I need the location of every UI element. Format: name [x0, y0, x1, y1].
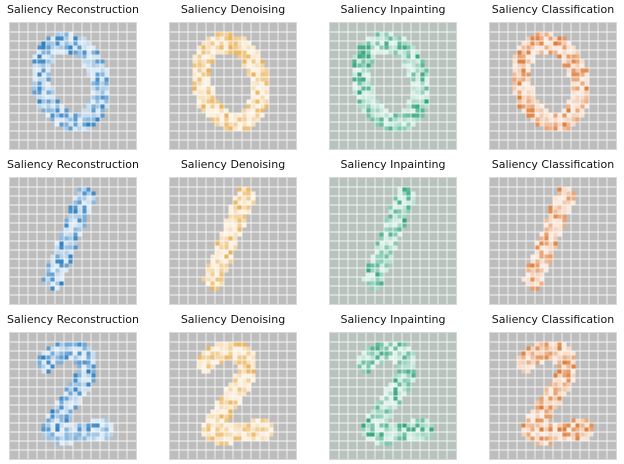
saliency-map-image [329, 177, 457, 305]
saliency-pixels [357, 341, 434, 446]
saliency-map-svg [170, 178, 296, 304]
saliency-pixels [521, 186, 576, 291]
saliency-map-image [489, 22, 617, 150]
saliency-map-svg [490, 333, 616, 459]
saliency-map-svg [330, 23, 456, 149]
panel-title: Saliency Reconstruction [7, 158, 139, 171]
panel-title: Saliency Classification [491, 3, 615, 16]
saliency-pixels [517, 341, 594, 446]
saliency-map-svg [10, 23, 136, 149]
panel-title: Saliency Classification [491, 313, 615, 326]
saliency-map-image [489, 332, 617, 460]
panel-two-classification: Saliency Classification [489, 312, 617, 460]
grid-lines [330, 333, 456, 459]
saliency-map-svg [490, 23, 616, 149]
saliency-map-image [169, 177, 297, 305]
saliency-map-image [169, 332, 297, 460]
panel-zero-classification: Saliency Classification [489, 2, 617, 150]
saliency-pixels [192, 31, 270, 132]
panel-one-reconstruction: Saliency Reconstruction [7, 157, 139, 305]
panel-two-denoising: Saliency Denoising [169, 312, 297, 460]
panel-title: Saliency Denoising [180, 158, 286, 171]
grid-lines [330, 178, 456, 304]
panel-one-classification: Saliency Classification [489, 157, 617, 305]
saliency-pixels [352, 31, 430, 132]
panel-zero-inpainting: Saliency Inpainting [329, 2, 457, 150]
grid-lines [170, 333, 296, 459]
panel-title: Saliency Reconstruction [7, 3, 139, 16]
panel-zero-denoising: Saliency Denoising [169, 2, 297, 150]
grid-lines [170, 178, 296, 304]
saliency-map-svg [10, 178, 136, 304]
saliency-map-image [329, 332, 457, 460]
grid-lines [10, 178, 136, 304]
saliency-pixels [201, 186, 256, 291]
grid-lines [330, 23, 456, 149]
saliency-map-image [169, 22, 297, 150]
saliency-map-image [9, 177, 137, 305]
panel-one-denoising: Saliency Denoising [169, 157, 297, 305]
saliency-pixels [41, 186, 96, 291]
panel-two-inpainting: Saliency Inpainting [329, 312, 457, 460]
panel-one-inpainting: Saliency Inpainting [329, 157, 457, 305]
saliency-map-svg [170, 23, 296, 149]
saliency-map-image [9, 22, 137, 150]
saliency-pixels [197, 341, 274, 446]
saliency-map-svg [330, 333, 456, 459]
panel-title: Saliency Inpainting [340, 313, 446, 326]
saliency-map-image [9, 332, 137, 460]
grid-lines [170, 23, 296, 149]
saliency-map-image [489, 177, 617, 305]
saliency-map-svg [490, 178, 616, 304]
grid-lines [10, 333, 136, 459]
grid-lines [490, 23, 616, 149]
panel-title: Saliency Reconstruction [7, 313, 139, 326]
grid-lines [490, 178, 616, 304]
panel-title: Saliency Denoising [180, 313, 286, 326]
saliency-pixels [361, 186, 416, 291]
saliency-pixels [512, 31, 590, 132]
panel-title: Saliency Classification [491, 158, 615, 171]
grid-lines [490, 333, 616, 459]
panel-zero-reconstruction: Saliency Reconstruction [7, 2, 139, 150]
panel-two-reconstruction: Saliency Reconstruction [7, 312, 139, 460]
panel-title: Saliency Denoising [180, 3, 286, 16]
saliency-map-image [329, 22, 457, 150]
grid-lines [10, 23, 136, 149]
saliency-map-svg [170, 333, 296, 459]
saliency-map-svg [330, 178, 456, 304]
panel-title: Saliency Inpainting [340, 3, 446, 16]
saliency-pixels [32, 31, 110, 132]
saliency-map-svg [10, 333, 136, 459]
panel-title: Saliency Inpainting [340, 158, 446, 171]
saliency-pixels [37, 341, 114, 446]
